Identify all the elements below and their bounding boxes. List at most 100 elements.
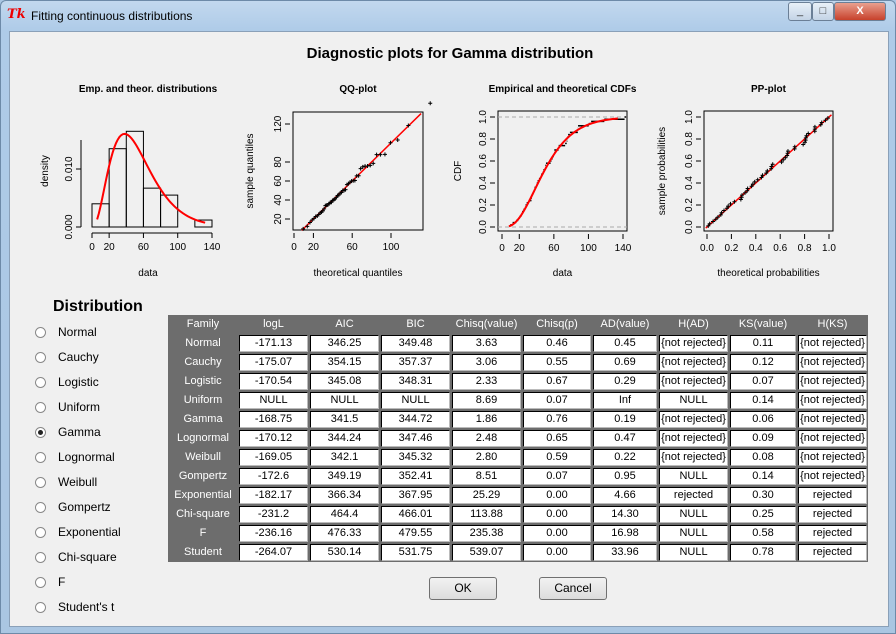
fit-results-table: Family logL AIC BIC Chisq(value) Chisq(p) AD(v… [168, 315, 868, 562]
cdf-ytick-label: 0.8 [478, 132, 489, 146]
pp-point [802, 140, 807, 145]
radio-cauchy[interactable]: Cauchy [35, 348, 99, 366]
cancel-button[interactable]: Cancel [539, 577, 607, 600]
pp-point [713, 217, 718, 222]
radio-f[interactable]: F [35, 573, 65, 591]
table-cell: -169.05 [239, 449, 308, 466]
radio-gompertz[interactable]: Gompertz [35, 498, 111, 516]
title-bar[interactable]: Tk Fitting continuous distributions _ □ … [1, 1, 896, 31]
radio-label: Cauchy [58, 350, 99, 364]
table-cell: -231.2 [239, 506, 308, 523]
radio-button[interactable] [35, 401, 46, 413]
radio-button[interactable] [35, 576, 46, 588]
table-cell: NULL [381, 392, 450, 409]
table-cell: 352.41 [381, 468, 450, 485]
row-family-label: F [199, 527, 207, 539]
qq-point [406, 123, 411, 128]
table-cell: 347.46 [381, 430, 450, 447]
pp-point [706, 223, 711, 228]
table-cell: 479.55 [381, 525, 450, 542]
radio-chi-square[interactable]: Chi-square [35, 548, 117, 566]
pp-ytick-label: 0.0 [684, 220, 695, 234]
pp-point [764, 171, 769, 176]
radio-label: Lognormal [58, 450, 115, 464]
table-cell: 25.29 [452, 487, 521, 504]
qq-xtick-label: 60 [347, 242, 359, 253]
radio-button[interactable] [35, 551, 46, 563]
table-cell: {not rejected} [659, 430, 728, 447]
table-cell: -170.12 [239, 430, 308, 447]
radio-button[interactable] [35, 426, 46, 438]
radio-button[interactable] [35, 526, 46, 538]
pp-point [803, 135, 808, 140]
table-cell: rejected [798, 506, 867, 523]
qq-point [322, 206, 327, 211]
pp-point [732, 199, 737, 204]
pp-point [745, 186, 750, 191]
pp-point [769, 164, 774, 169]
radio-student-s-t[interactable]: Student's t [35, 598, 114, 616]
row-family-label: Gamma [183, 413, 223, 425]
radio-button[interactable] [35, 451, 46, 463]
cdf-xlabel: data [553, 268, 573, 279]
pp-point [752, 179, 757, 184]
close-button[interactable]: X [834, 2, 886, 21]
column-header: AD(value) [600, 318, 650, 330]
pp-xtick-label: 0.8 [798, 243, 812, 254]
qq-point [301, 226, 306, 231]
pp-xtick-label: 0.4 [749, 243, 763, 254]
table-cell: 342.1 [310, 449, 379, 466]
histogram-bar [194, 219, 213, 228]
qq-ytick-label: 20 [273, 213, 284, 225]
pp-point [718, 212, 723, 217]
table-cell: {not rejected} [798, 335, 867, 352]
cdf-ytick-label: 0.6 [478, 154, 489, 168]
table-cell: NULL [659, 525, 728, 542]
cdf-ylabel: CDF [453, 161, 464, 182]
radio-button[interactable] [35, 326, 46, 338]
radio-lognormal[interactable]: Lognormal [35, 448, 115, 466]
table-cell: 0.22 [593, 449, 657, 466]
table-cell: 0.00 [523, 487, 591, 504]
qq-point [305, 224, 310, 229]
pp-point [760, 173, 765, 178]
row-family-label: Lognormal [177, 432, 229, 444]
pp-point [785, 149, 790, 154]
ok-button[interactable]: OK [429, 577, 497, 600]
radio-button[interactable] [35, 351, 46, 363]
qq-xtick-label: 0 [291, 242, 297, 253]
pp-point [759, 175, 764, 180]
radio-button[interactable] [35, 376, 46, 388]
table-cell: {not rejected} [659, 411, 728, 428]
cdf-frame [497, 110, 628, 232]
table-cell: 8.69 [452, 392, 521, 409]
radio-weibull[interactable]: Weibull [35, 473, 97, 491]
radio-normal[interactable]: Normal [35, 323, 97, 341]
pp-xlabel: theoretical probabilities [717, 268, 819, 279]
pp-point [707, 221, 712, 226]
qq-xlabel: theoretical quantiles [314, 268, 403, 279]
pp-point [801, 142, 806, 147]
table-cell: 539.07 [452, 544, 521, 561]
hist-ytick-label: 0.000 [64, 214, 75, 239]
maximize-button[interactable]: □ [812, 2, 834, 21]
radio-button[interactable] [35, 476, 46, 488]
cdf-title: Empirical and theoretical CDFs [489, 84, 637, 95]
qq-point [356, 173, 361, 178]
table-cell: 0.55 [523, 354, 591, 371]
column-header: logL [263, 318, 284, 330]
pp-point [804, 133, 809, 138]
radio-uniform[interactable]: Uniform [35, 398, 100, 416]
pp-point [728, 201, 733, 206]
pp-point [719, 210, 724, 215]
minimize-button[interactable]: _ [788, 2, 812, 21]
qq-xtick-label: 100 [383, 242, 400, 253]
radio-label: Exponential [58, 525, 121, 539]
pp-point [781, 157, 786, 162]
radio-button[interactable] [35, 601, 46, 613]
pp-point [806, 131, 811, 136]
radio-button[interactable] [35, 501, 46, 513]
radio-logistic[interactable]: Logistic [35, 373, 99, 391]
radio-gamma[interactable]: Gamma [35, 423, 101, 441]
radio-exponential[interactable]: Exponential [35, 523, 121, 541]
